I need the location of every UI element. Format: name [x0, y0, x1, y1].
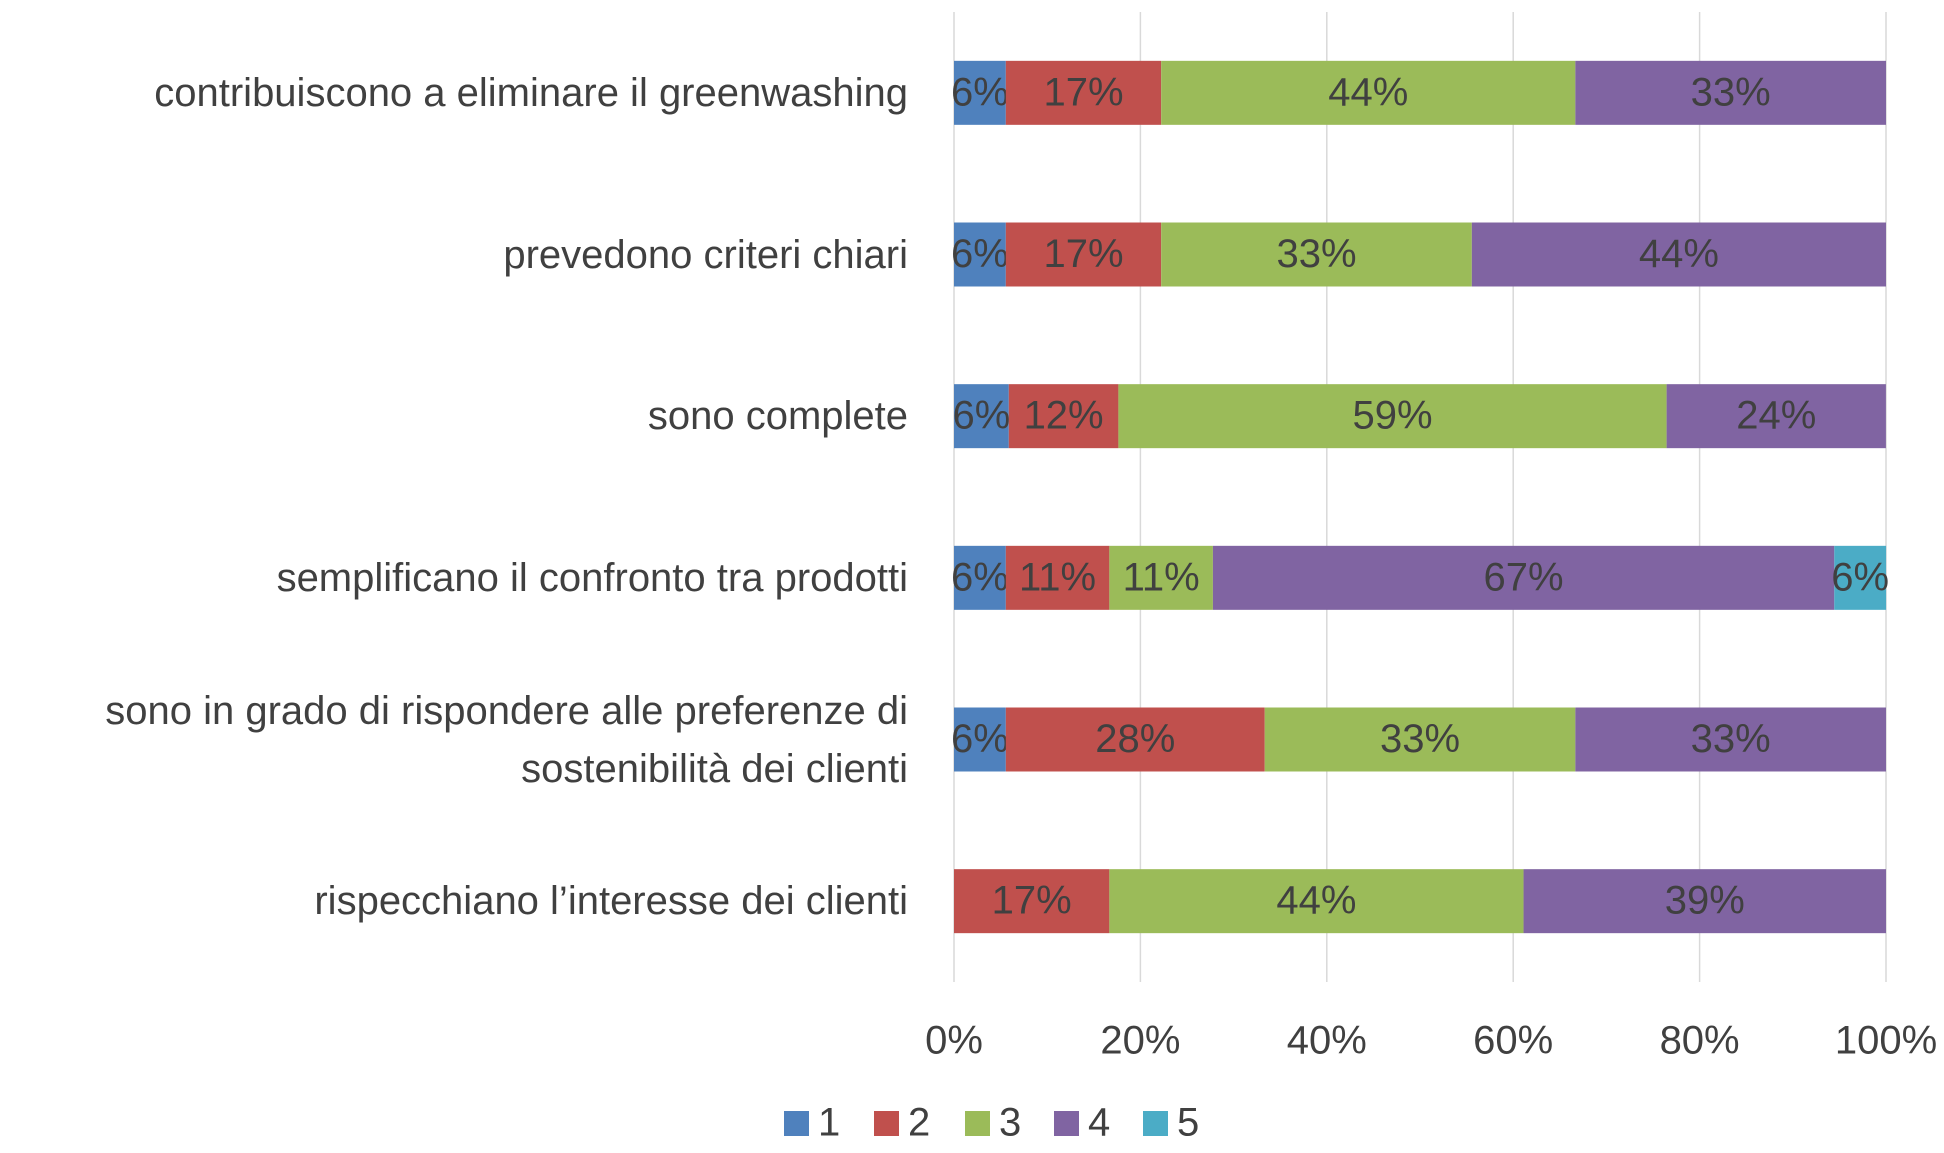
category-label: sono complete [647, 394, 908, 439]
bar-segment [1005, 545, 1110, 610]
bar-segment [954, 707, 1006, 772]
category-label: prevedono criteri chiari [503, 232, 908, 277]
bar-segment [1212, 545, 1835, 610]
category-label: sono in grado di rispondere alle prefere… [105, 688, 908, 791]
bar-segment [1161, 222, 1472, 287]
bar-segment [954, 60, 1006, 125]
data-label: 11% [1123, 555, 1200, 599]
data-label: 17% [1043, 232, 1123, 276]
data-label: 6% [951, 70, 1009, 114]
data-label: 6% [1831, 555, 1889, 599]
bar-segment [1264, 707, 1576, 772]
bar-segment [954, 545, 1006, 610]
legend-swatch [784, 1111, 809, 1136]
legend-label: 3 [999, 1101, 1021, 1145]
data-label: 33% [1276, 232, 1356, 276]
x-tick-label: 80% [1660, 1019, 1740, 1063]
data-label: 33% [1691, 717, 1771, 761]
bar-segment [1666, 384, 1886, 449]
data-label: 39% [1665, 879, 1745, 923]
category-label: semplificano il confronto tra prodotti [276, 555, 908, 600]
data-label: 12% [1024, 394, 1104, 438]
bar-segment [954, 869, 1110, 934]
legend-label: 2 [908, 1101, 930, 1145]
data-label: 6% [951, 232, 1009, 276]
data-label: 28% [1095, 717, 1175, 761]
bar-segment [954, 222, 1006, 287]
data-label: 6% [952, 394, 1010, 438]
bar-segment [1575, 707, 1886, 772]
legend-swatch [965, 1111, 990, 1136]
data-label: 33% [1380, 717, 1460, 761]
bar-segment [1471, 222, 1886, 287]
x-tick-label: 40% [1287, 1019, 1367, 1063]
data-label: 44% [1328, 70, 1408, 114]
data-label: 44% [1639, 232, 1719, 276]
bar-segment [954, 384, 1009, 449]
x-tick-label: 100% [1835, 1019, 1937, 1063]
data-label: 11% [1019, 555, 1096, 599]
bar-segment [1005, 60, 1162, 125]
data-label: 17% [1043, 70, 1123, 114]
data-label: 6% [951, 555, 1009, 599]
x-tick-label: 0% [925, 1019, 983, 1063]
legend-swatch [874, 1111, 899, 1136]
bar-segment [1109, 545, 1213, 610]
legend-label: 5 [1177, 1101, 1199, 1145]
bar-segment [1834, 545, 1887, 610]
legend-label: 4 [1088, 1101, 1110, 1145]
data-label: 44% [1276, 879, 1356, 923]
legend-swatch [1054, 1111, 1079, 1136]
x-tick-label: 20% [1100, 1019, 1180, 1063]
data-label: 6% [951, 717, 1009, 761]
legend-swatch [1143, 1111, 1168, 1136]
bar-segment [1005, 707, 1265, 772]
bar-segment [1575, 60, 1886, 125]
data-label: 59% [1352, 394, 1432, 438]
data-label: 17% [992, 879, 1072, 923]
data-label: 24% [1736, 394, 1816, 438]
bar-segment [1008, 384, 1119, 449]
legend-label: 1 [818, 1101, 840, 1145]
bar-segment [1523, 869, 1886, 934]
bar-segment [1118, 384, 1667, 449]
category-label: contribuiscono a eliminare il greenwashi… [154, 70, 908, 115]
data-label: 33% [1691, 70, 1771, 114]
category-label: rispecchiano l’interesse dei clienti [314, 879, 908, 924]
bar-segment [1109, 869, 1524, 934]
data-label: 67% [1484, 555, 1564, 599]
x-tick-label: 60% [1473, 1019, 1553, 1063]
bar-segment [1005, 222, 1162, 287]
bar-segment [1161, 60, 1576, 125]
